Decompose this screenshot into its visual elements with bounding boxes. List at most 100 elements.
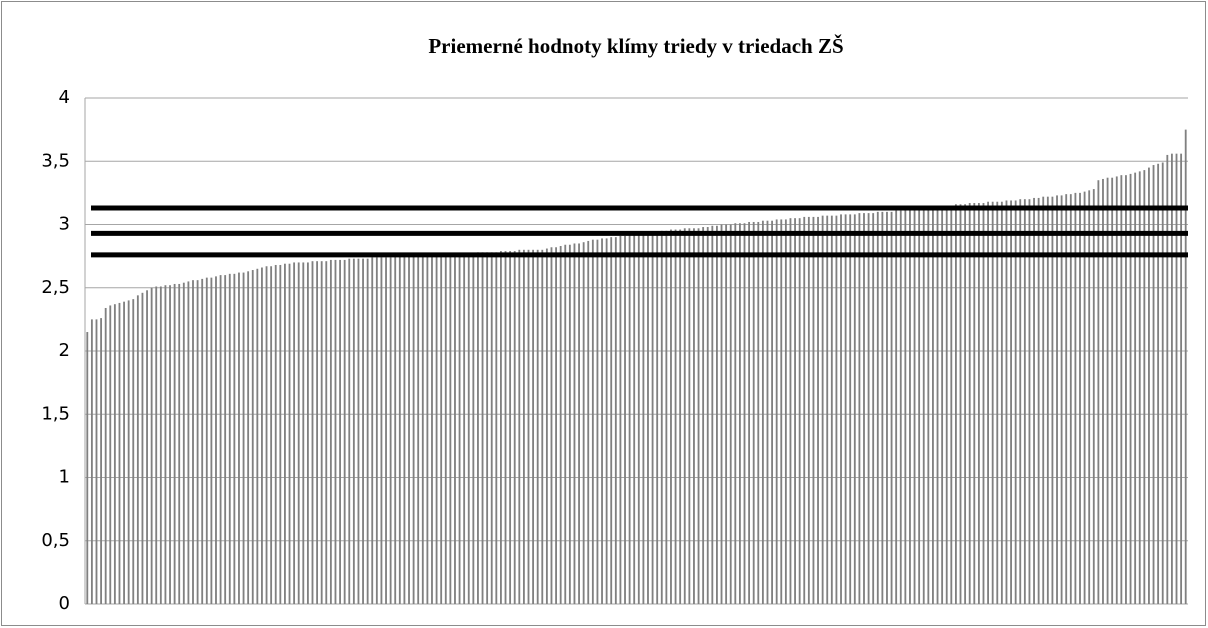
bar: [228, 273, 231, 604]
bar: [872, 213, 875, 605]
bar: [982, 202, 985, 604]
bar: [256, 268, 259, 604]
bar: [697, 228, 700, 605]
bar: [288, 263, 291, 604]
bar: [293, 262, 296, 604]
bar: [90, 319, 93, 604]
bar: [734, 223, 737, 605]
bar: [821, 215, 824, 604]
bar: [398, 256, 401, 604]
bar: [141, 292, 144, 604]
bar: [1092, 189, 1095, 604]
bar: [1143, 170, 1146, 605]
bar: [444, 253, 447, 604]
bar: [1125, 175, 1127, 605]
bar: [867, 213, 870, 605]
bar: [532, 249, 535, 605]
bar: [881, 211, 884, 604]
bar: [490, 252, 493, 604]
bar: [1079, 192, 1081, 604]
bar: [536, 249, 539, 605]
bar: [927, 206, 930, 605]
bar: [670, 229, 672, 604]
bar: [118, 302, 121, 604]
bar: [844, 214, 847, 604]
bar: [196, 280, 199, 604]
bar: [334, 259, 337, 604]
y-tick-label: 0,5: [41, 530, 70, 551]
bar: [959, 204, 962, 604]
y-tick-label: 1,5: [41, 403, 70, 424]
bar: [693, 228, 695, 605]
bar: [757, 221, 760, 604]
bar: [830, 215, 833, 604]
bar: [104, 307, 107, 604]
bar: [564, 244, 567, 605]
bar: [431, 254, 433, 605]
bar: [1111, 177, 1114, 604]
bar: [159, 286, 162, 604]
bar: [541, 249, 544, 605]
bar: [486, 252, 489, 604]
bar: [918, 208, 921, 604]
bar: [1000, 201, 1003, 605]
bar: [173, 283, 176, 604]
bar: [1010, 200, 1012, 604]
bar: [835, 215, 838, 604]
bar: [408, 256, 410, 604]
bar: [182, 282, 185, 604]
bar: [247, 271, 250, 604]
bar: [761, 220, 764, 604]
bar: [274, 264, 277, 604]
bar: [477, 252, 479, 604]
bar: [610, 237, 613, 604]
bar: [1023, 199, 1026, 604]
bar: [725, 224, 728, 604]
bar: [219, 275, 222, 604]
bar: [375, 257, 378, 604]
bar: [1115, 176, 1118, 604]
bar: [748, 221, 751, 604]
bar: [1019, 199, 1022, 604]
bar: [1161, 162, 1164, 604]
bar: [780, 219, 783, 604]
bar: [858, 213, 861, 605]
chart-title: Priemerné hodnoty klímy triedy v triedac…: [428, 34, 843, 58]
bar: [146, 290, 148, 604]
y-tick-label: 2,5: [41, 277, 70, 298]
bar: [1180, 153, 1183, 604]
bar: [1046, 196, 1049, 605]
bar: [1138, 171, 1141, 604]
bar: [743, 223, 746, 605]
y-tick-label: 0: [59, 593, 70, 614]
bar: [688, 228, 691, 605]
bar: [164, 285, 167, 604]
bar: [941, 205, 944, 604]
bar: [683, 228, 686, 605]
bar: [1184, 129, 1187, 604]
bar: [343, 259, 346, 604]
bar: [1028, 199, 1031, 604]
bar: [495, 252, 498, 604]
bar: [624, 235, 626, 604]
bar: [766, 220, 769, 604]
bar: [904, 209, 907, 604]
bar: [224, 275, 227, 604]
bar: [127, 300, 130, 604]
bar: [977, 202, 980, 604]
bar: [936, 206, 939, 605]
bar: [895, 210, 898, 604]
bar: [968, 202, 971, 604]
bar: [302, 262, 305, 604]
bar: [752, 221, 755, 604]
bar: [1037, 197, 1040, 604]
bar: [1074, 192, 1077, 604]
bar: [729, 224, 732, 604]
bar: [642, 233, 645, 605]
bar: [817, 216, 819, 604]
bar: [1033, 197, 1035, 604]
bar: [798, 218, 801, 605]
bar: [601, 238, 603, 605]
bar: [996, 201, 999, 605]
bar: [449, 253, 452, 604]
